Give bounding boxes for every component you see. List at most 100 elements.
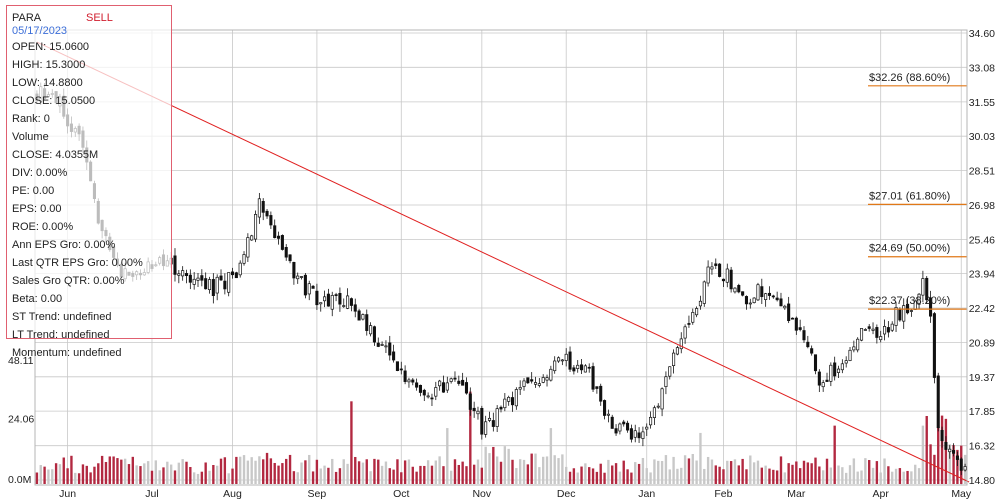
candle-body (656, 405, 660, 408)
candle-body (468, 393, 472, 410)
candle-body (192, 278, 196, 285)
volume-bar (384, 461, 388, 484)
volume-bar (380, 465, 384, 484)
volume-bar (158, 470, 161, 484)
volume-bar (407, 459, 411, 484)
volume-bar (146, 461, 150, 484)
candle-body (449, 378, 453, 382)
volume-bar (722, 469, 725, 484)
volume-bar (311, 471, 315, 484)
candle-body (917, 293, 921, 305)
candle-body (277, 235, 281, 239)
volume-bar (618, 471, 622, 484)
volume-bar (511, 459, 514, 484)
volume-bar (100, 455, 104, 484)
candle-body (177, 273, 181, 276)
volume-bar (925, 415, 928, 484)
candle-body (215, 276, 219, 294)
candle-body (936, 375, 940, 429)
candle-body (675, 347, 679, 355)
price-tick-label: 26.98 (969, 200, 995, 212)
volume-bar (940, 415, 944, 484)
volume-bar (795, 461, 798, 484)
volume-bar (752, 462, 756, 484)
volume-bar (860, 470, 863, 484)
candle-body (817, 371, 821, 386)
candle-body (269, 215, 273, 226)
candle-body (606, 413, 610, 416)
volume-bar (453, 459, 457, 484)
candle-body (357, 310, 361, 321)
volume-bar (200, 471, 204, 484)
volume-bar (169, 464, 173, 484)
candle-body (764, 293, 768, 300)
candle-body (334, 294, 338, 296)
candle-body (445, 382, 449, 391)
candle-body (464, 382, 469, 394)
candle-body (626, 422, 630, 431)
candle-body (840, 363, 844, 371)
candle-body (848, 349, 852, 361)
volume-bar (338, 468, 342, 484)
candle-body (948, 448, 952, 453)
candle-body (771, 295, 775, 298)
volume-bar (634, 462, 637, 484)
month-tick-label: Dec (557, 488, 576, 500)
candle-body (338, 293, 342, 305)
volume-bar (948, 444, 951, 484)
volume-bar (917, 468, 921, 484)
candle-body (679, 338, 683, 350)
volume-bar (553, 455, 556, 484)
candle-body (204, 278, 208, 290)
month-tick-label: Sep (308, 488, 327, 500)
volume-bar (131, 456, 134, 484)
volume-bar (215, 465, 219, 484)
volume-bar (695, 460, 698, 484)
volume-bar (718, 466, 721, 484)
candle-body (664, 376, 668, 387)
candle-body (668, 366, 672, 377)
volume-bar (660, 460, 664, 484)
candle-body (798, 327, 802, 330)
info-row: Volume (12, 131, 49, 143)
volume-bar (910, 471, 913, 484)
volume-bar (426, 460, 430, 484)
candle-body (829, 364, 833, 382)
candle-body (752, 297, 756, 304)
candle-body (633, 430, 637, 438)
volume-bar (346, 463, 349, 484)
candle-body (537, 383, 541, 386)
volume-bar (887, 466, 890, 484)
quote-info-panel: PARA SELL 05/17/2023 OPEN: 15.0600 HIGH: … (6, 5, 172, 359)
fibonacci-label: $27.01 (61.80%) (869, 190, 950, 202)
volume-bar (265, 452, 269, 484)
volume-bar (495, 456, 499, 484)
candle-body (303, 274, 307, 296)
volume-bar (369, 471, 372, 484)
candle-body (200, 275, 204, 281)
candle-body (556, 357, 561, 362)
volume-bar (844, 472, 848, 484)
volume-bar (219, 458, 223, 484)
month-tick-label: Apr (873, 488, 890, 500)
volume-bar (415, 471, 418, 484)
candle-body (756, 284, 760, 301)
volume-tick-label: 0.0M (8, 474, 31, 486)
volume-bar (768, 468, 771, 484)
volume-bar (864, 458, 867, 484)
volume-bar (676, 468, 679, 484)
volume-bar (630, 472, 633, 484)
volume-bar (622, 460, 625, 484)
volume-bar (584, 463, 587, 484)
volume-bar (810, 463, 813, 484)
volume-bar (58, 464, 62, 484)
volume-bar (262, 459, 265, 484)
candle-body (476, 410, 480, 415)
candle-body (353, 304, 357, 312)
volume-bar (350, 401, 353, 484)
candle-body (227, 272, 231, 293)
volume-bar (173, 470, 177, 484)
volume-bar (745, 469, 748, 484)
volume-bar (150, 470, 154, 484)
